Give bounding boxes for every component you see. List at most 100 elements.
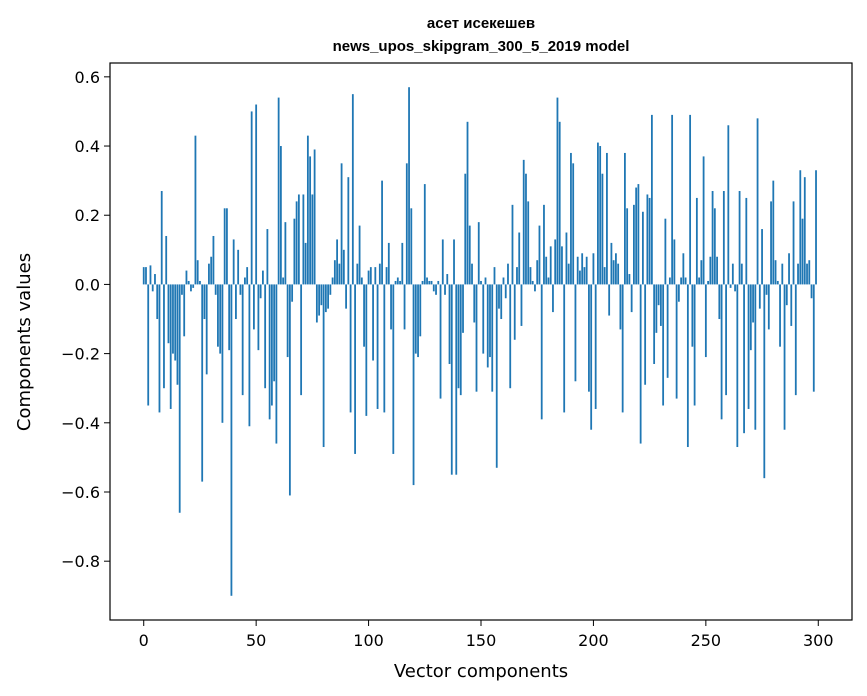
bar bbox=[493, 267, 496, 285]
bar bbox=[738, 191, 741, 285]
bar bbox=[295, 201, 298, 285]
bar bbox=[387, 242, 390, 285]
bar bbox=[489, 284, 491, 358]
bar bbox=[601, 173, 604, 285]
bar bbox=[756, 118, 759, 285]
bar bbox=[673, 239, 676, 285]
bar bbox=[293, 218, 296, 285]
bar bbox=[498, 284, 500, 309]
bar bbox=[257, 284, 260, 351]
bar bbox=[318, 284, 321, 316]
bar bbox=[477, 222, 480, 285]
bar bbox=[635, 187, 638, 285]
bar bbox=[513, 284, 516, 340]
bar bbox=[579, 270, 581, 285]
bar bbox=[518, 232, 521, 285]
bar bbox=[810, 284, 813, 299]
y-tick-label: −0.2 bbox=[61, 345, 100, 364]
bar bbox=[615, 253, 617, 285]
bar bbox=[797, 263, 799, 285]
bar bbox=[466, 121, 469, 285]
bar bbox=[365, 284, 368, 416]
bar bbox=[273, 284, 276, 382]
bar bbox=[448, 284, 451, 364]
bar bbox=[734, 284, 736, 292]
bar bbox=[347, 177, 350, 285]
bar bbox=[790, 284, 793, 326]
bar bbox=[455, 284, 458, 475]
x-axis-label: Vector components bbox=[394, 661, 568, 682]
bar bbox=[187, 280, 190, 285]
x-tick-label: 100 bbox=[353, 631, 384, 650]
bar bbox=[145, 267, 147, 285]
bar bbox=[244, 277, 246, 285]
bar bbox=[671, 114, 674, 285]
bar bbox=[552, 284, 554, 313]
bar bbox=[426, 277, 428, 285]
y-tick-label: −0.8 bbox=[61, 552, 100, 571]
bar bbox=[246, 267, 249, 285]
bar bbox=[603, 267, 606, 285]
bar bbox=[410, 208, 413, 285]
bar bbox=[279, 146, 282, 285]
bar bbox=[547, 277, 550, 285]
bar bbox=[590, 284, 593, 430]
bar bbox=[230, 284, 233, 596]
bar bbox=[437, 280, 440, 285]
bar bbox=[457, 284, 460, 389]
bar bbox=[473, 284, 476, 323]
bar bbox=[302, 194, 305, 285]
bar bbox=[592, 253, 595, 285]
bar bbox=[282, 277, 285, 285]
bar bbox=[412, 284, 415, 486]
bar bbox=[662, 284, 665, 406]
bar bbox=[167, 284, 170, 344]
bar bbox=[417, 284, 419, 358]
bar bbox=[264, 284, 267, 389]
bar bbox=[354, 284, 356, 454]
x-tick-label: 50 bbox=[246, 631, 266, 650]
bar bbox=[588, 284, 590, 392]
bar bbox=[235, 284, 237, 320]
bar bbox=[677, 284, 680, 302]
bar bbox=[691, 284, 694, 347]
bar bbox=[201, 284, 204, 482]
y-tick-label: 0.6 bbox=[75, 68, 100, 87]
bar bbox=[729, 284, 732, 288]
bar bbox=[720, 284, 723, 420]
bar bbox=[253, 284, 255, 330]
bar bbox=[725, 284, 727, 396]
bar bbox=[531, 280, 534, 285]
bar bbox=[507, 263, 509, 285]
bar bbox=[403, 284, 406, 330]
bar bbox=[711, 191, 714, 285]
bar bbox=[163, 284, 165, 389]
bar bbox=[765, 284, 768, 295]
bar bbox=[414, 284, 417, 354]
bar bbox=[758, 284, 761, 309]
bar bbox=[754, 284, 757, 430]
bar bbox=[181, 284, 183, 295]
bar bbox=[693, 284, 696, 406]
bar bbox=[812, 284, 815, 392]
bar bbox=[486, 284, 489, 368]
bar bbox=[630, 284, 633, 313]
bar-series bbox=[142, 87, 817, 596]
x-tick-label: 150 bbox=[466, 631, 497, 650]
bar bbox=[430, 280, 433, 285]
bar bbox=[165, 235, 168, 285]
bar bbox=[803, 177, 806, 285]
bar bbox=[747, 284, 750, 409]
bar bbox=[781, 263, 784, 285]
bar bbox=[399, 280, 401, 285]
bar bbox=[183, 284, 186, 337]
bar bbox=[572, 163, 575, 285]
bar bbox=[268, 284, 271, 420]
bar bbox=[484, 277, 487, 285]
bar bbox=[509, 284, 512, 389]
bar bbox=[594, 284, 597, 409]
bar bbox=[147, 284, 150, 406]
bar bbox=[752, 284, 754, 323]
bar bbox=[556, 97, 559, 285]
bar bbox=[309, 156, 312, 285]
